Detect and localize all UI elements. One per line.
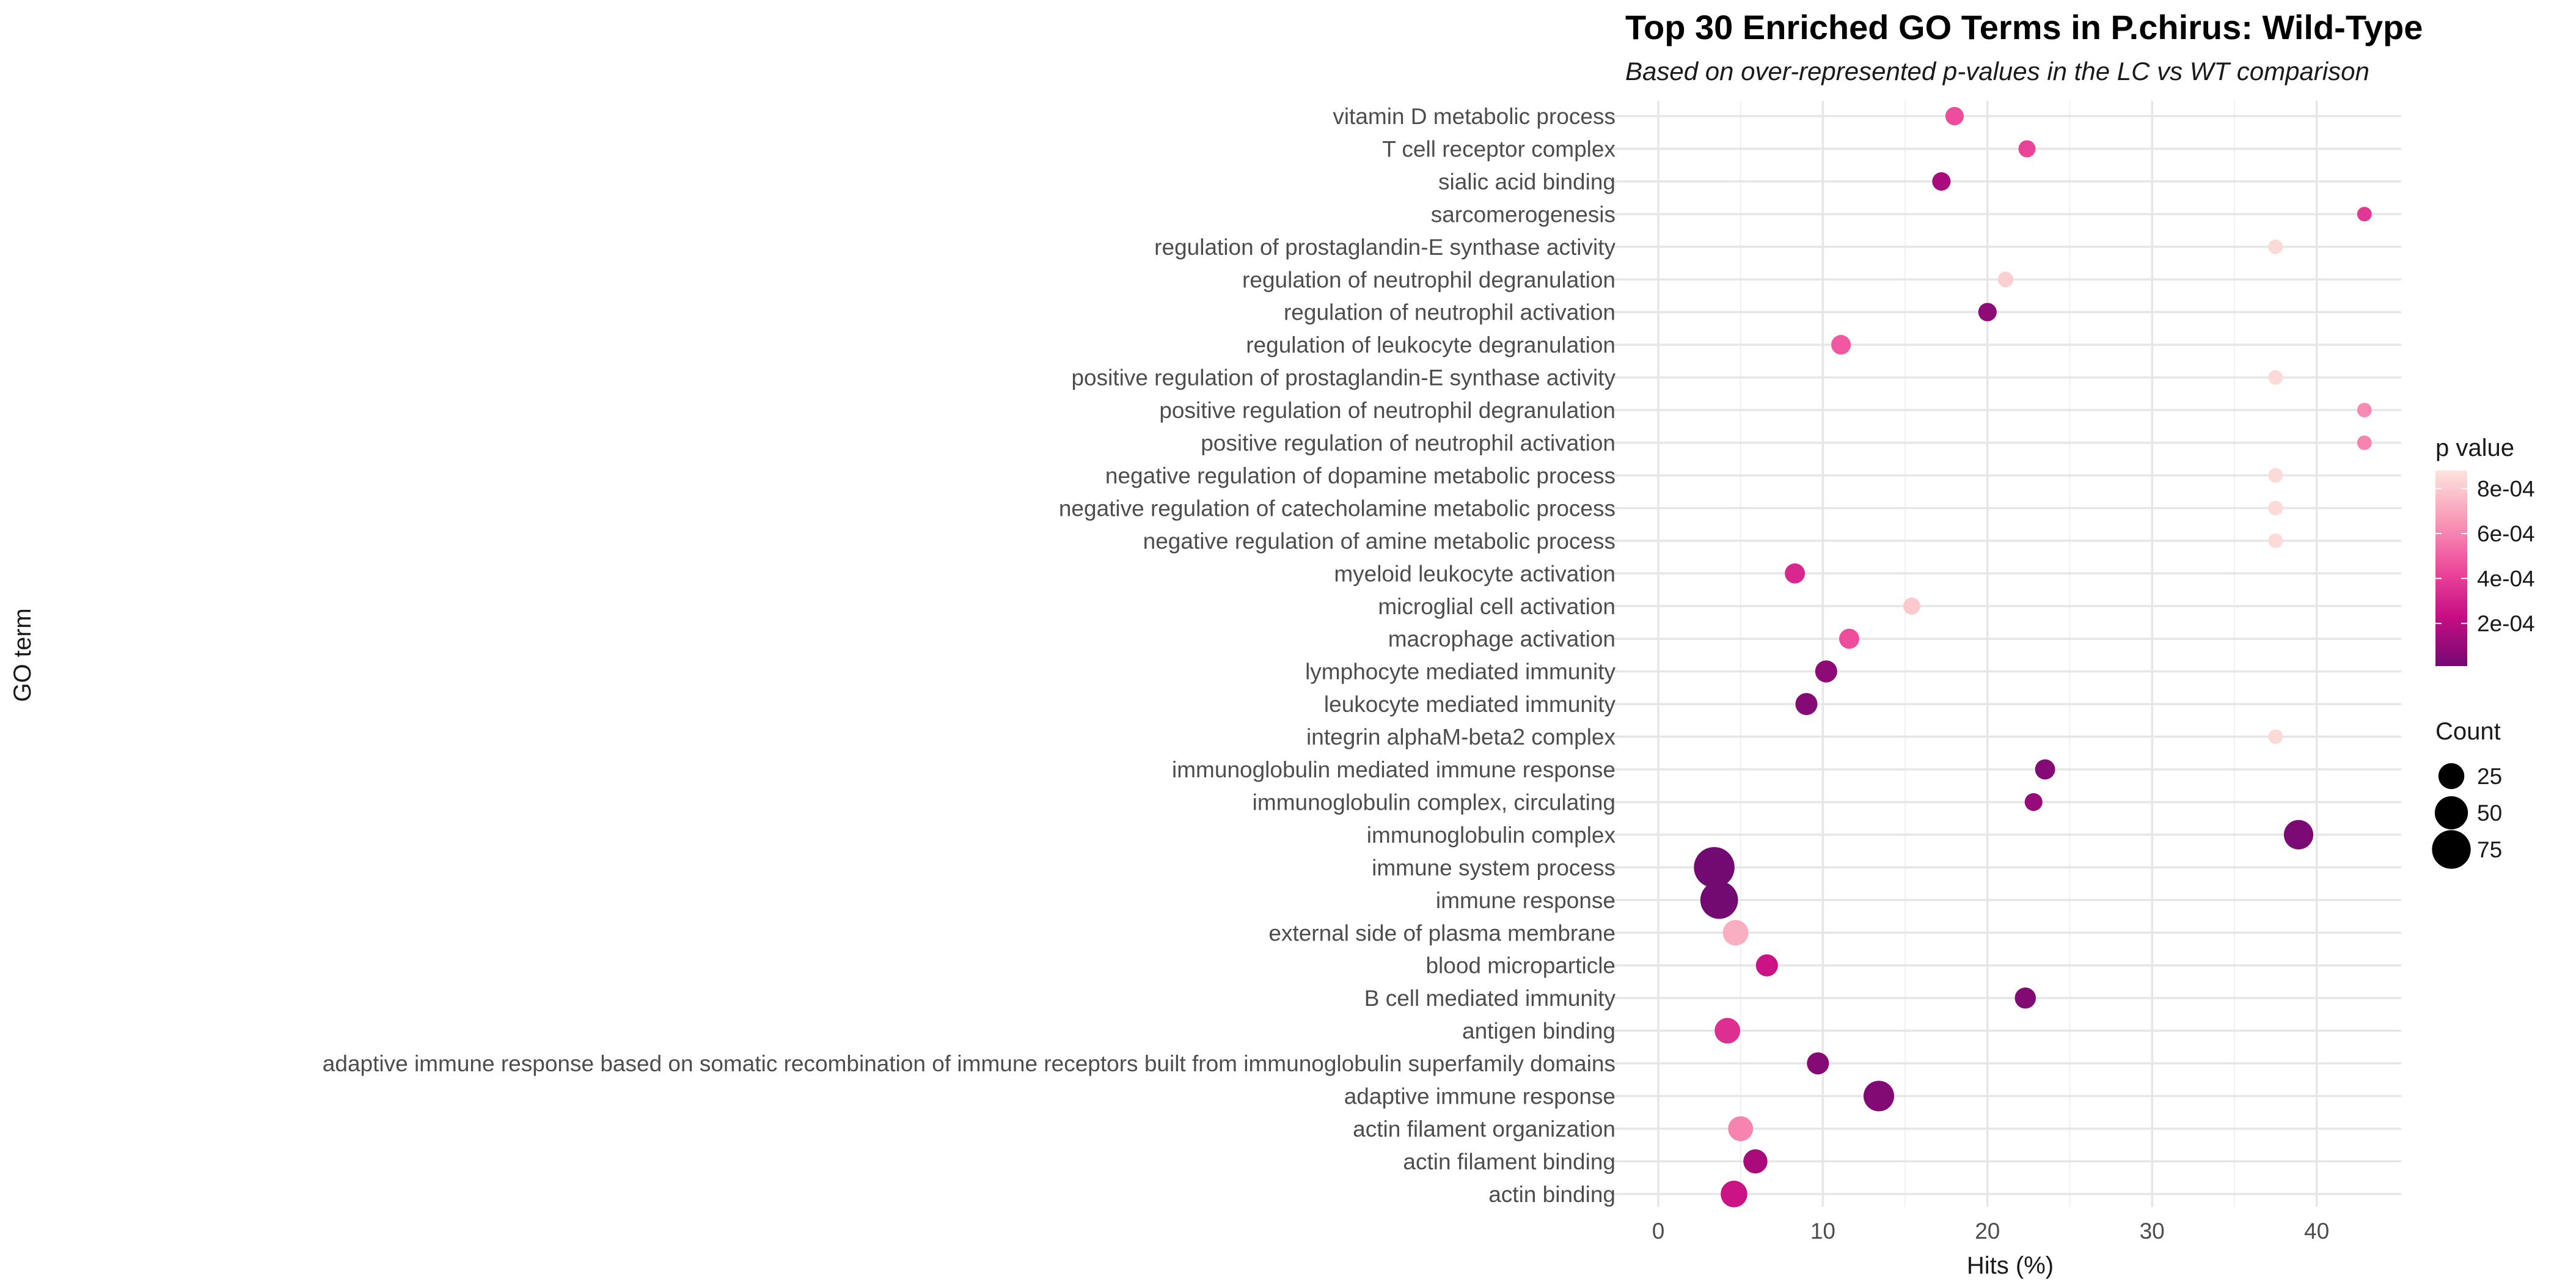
- data-point: [1694, 847, 1735, 888]
- y-tick-label: immune response: [1436, 888, 1615, 913]
- y-tick-label: negative regulation of dopamine metaboli…: [1105, 463, 1615, 488]
- y-tick-label: immunoglobulin mediated immune response: [1172, 757, 1615, 782]
- size-legend-dot: [2434, 796, 2468, 830]
- color-legend-tick-label: 4e-04: [2477, 566, 2535, 592]
- data-point: [2357, 435, 2372, 450]
- y-tick-label: positive regulation of prostaglandin-E s…: [1071, 365, 1615, 391]
- data-point: [1978, 302, 1997, 321]
- data-point: [1721, 1181, 1747, 1208]
- y-tick-label: blood microparticle: [1425, 953, 1615, 978]
- y-tick-label: immune system process: [1372, 855, 1615, 880]
- size-legend-label: 75: [2477, 837, 2502, 862]
- data-points: [1694, 106, 2372, 1208]
- data-point: [2024, 793, 2043, 811]
- data-point: [2357, 207, 2372, 222]
- data-point: [1795, 693, 1818, 716]
- y-tick-label: immunoglobulin complex, circulating: [1253, 790, 1615, 815]
- data-point: [1722, 920, 1749, 946]
- x-tick-label: 40: [2304, 1219, 2329, 1244]
- y-tick-label: external side of plasma membrane: [1268, 920, 1615, 945]
- x-tick-label: 0: [1652, 1219, 1665, 1244]
- y-tick-label: sarcomerogenesis: [1431, 202, 1615, 227]
- y-tick-label: negative regulation of catecholamine met…: [1059, 496, 1615, 521]
- y-tick-label: regulation of neutrophil activation: [1284, 300, 1615, 325]
- size-legend-title: Count: [2435, 718, 2501, 745]
- y-tick-label: actin filament binding: [1403, 1149, 1615, 1174]
- data-point: [1743, 1149, 1768, 1174]
- y-tick-label: vitamin D metabolic process: [1333, 104, 1615, 129]
- y-tick-label: myeloid leukocyte activation: [1334, 561, 1615, 586]
- data-point: [1839, 628, 1859, 649]
- size-legend-dot: [2438, 763, 2465, 790]
- data-point: [1700, 881, 1738, 919]
- x-tick-label: 20: [1975, 1219, 2000, 1244]
- data-point: [2014, 987, 2036, 1009]
- y-tick-label: adaptive immune response: [1344, 1084, 1615, 1109]
- data-point: [1755, 954, 1778, 977]
- y-tick-label: actin filament organization: [1353, 1116, 1615, 1142]
- size-legend: Count 25 50 75: [2432, 718, 2502, 869]
- data-point: [1785, 563, 1806, 584]
- y-tick-label: sialic acid binding: [1438, 169, 1615, 194]
- data-point: [1945, 106, 1964, 126]
- y-tick-label: lymphocyte mediated immunity: [1305, 659, 1615, 684]
- data-point: [1714, 1018, 1741, 1044]
- data-point: [1815, 660, 1837, 683]
- data-point: [1807, 1052, 1829, 1075]
- y-tick-label: negative regulation of amine metabolic p…: [1143, 529, 1615, 554]
- size-legend-label: 25: [2477, 764, 2502, 789]
- data-point: [1831, 335, 1851, 355]
- y-tick-label: regulation of prostaglandin-E synthase a…: [1154, 235, 1615, 260]
- y-tick-label: T cell receptor complex: [1382, 136, 1615, 161]
- data-point: [1863, 1080, 1895, 1112]
- data-point: [1932, 172, 1951, 191]
- color-legend-tick-label: 8e-04: [2477, 476, 2535, 501]
- y-tick-label: positive regulation of neutrophil degran…: [1159, 398, 1615, 423]
- data-point: [2268, 501, 2283, 516]
- color-legend-tick-label: 2e-04: [2477, 611, 2535, 636]
- y-tick-label: regulation of neutrophil degranulation: [1242, 267, 1615, 292]
- color-legend-bar: [2435, 471, 2467, 666]
- size-legend-dot: [2432, 830, 2471, 869]
- y-tick-label: regulation of leukocyte degranulation: [1246, 332, 1615, 358]
- data-point: [2268, 729, 2283, 744]
- data-point: [1997, 271, 2014, 287]
- y-tick-label: B cell mediated immunity: [1364, 986, 1616, 1011]
- color-legend-ticks: 2e-04 4e-04 6e-04 8e-04: [2435, 476, 2535, 636]
- y-tick-label: integrin alphaM-beta2 complex: [1306, 725, 1615, 750]
- data-point: [2268, 370, 2283, 385]
- y-tick-label: leukocyte mediated immunity: [1324, 692, 1616, 717]
- x-axis-tick-labels: 0 10 20 30 40: [1652, 1219, 2329, 1244]
- y-tick-label: antigen binding: [1462, 1019, 1615, 1044]
- plot-grid: [1607, 101, 2401, 1207]
- data-point: [1903, 597, 1920, 615]
- data-point: [2268, 468, 2283, 483]
- color-legend-title: p value: [2435, 435, 2514, 461]
- y-axis-title: GO term: [9, 608, 36, 702]
- y-tick-label: actin binding: [1488, 1182, 1615, 1207]
- size-legend-label: 50: [2477, 801, 2502, 826]
- data-point: [2268, 239, 2283, 254]
- data-point: [2035, 759, 2055, 780]
- chart-subtitle: Based on over-represented p-values in th…: [1625, 57, 2369, 86]
- y-tick-label: macrophage activation: [1388, 626, 1615, 651]
- y-tick-label: microglial cell activation: [1378, 594, 1615, 619]
- y-tick-label: immunoglobulin complex: [1367, 823, 1616, 848]
- data-point: [2018, 140, 2036, 158]
- size-legend-items: 25 50 75: [2432, 763, 2502, 869]
- y-tick-label: adaptive immune response based on somati…: [323, 1051, 1615, 1076]
- color-legend: p value 2e-04 4e-04 6e-04 8e-04: [2435, 435, 2535, 666]
- color-legend-tick-label: 6e-04: [2477, 521, 2535, 546]
- chart-title: Top 30 Enriched GO Terms in P.chirus: Wi…: [1625, 8, 2423, 46]
- x-tick-label: 10: [1810, 1219, 1835, 1244]
- data-point: [2268, 533, 2283, 548]
- x-axis-title: Hits (%): [1967, 1252, 2054, 1279]
- data-point: [1728, 1116, 1754, 1142]
- y-axis-tick-labels: vitamin D metabolic process T cell recept…: [323, 104, 1616, 1207]
- y-tick-label: positive regulation of neutrophil activa…: [1201, 431, 1615, 456]
- data-point: [2357, 403, 2372, 417]
- x-tick-label: 30: [2140, 1219, 2165, 1244]
- data-point: [2283, 820, 2314, 849]
